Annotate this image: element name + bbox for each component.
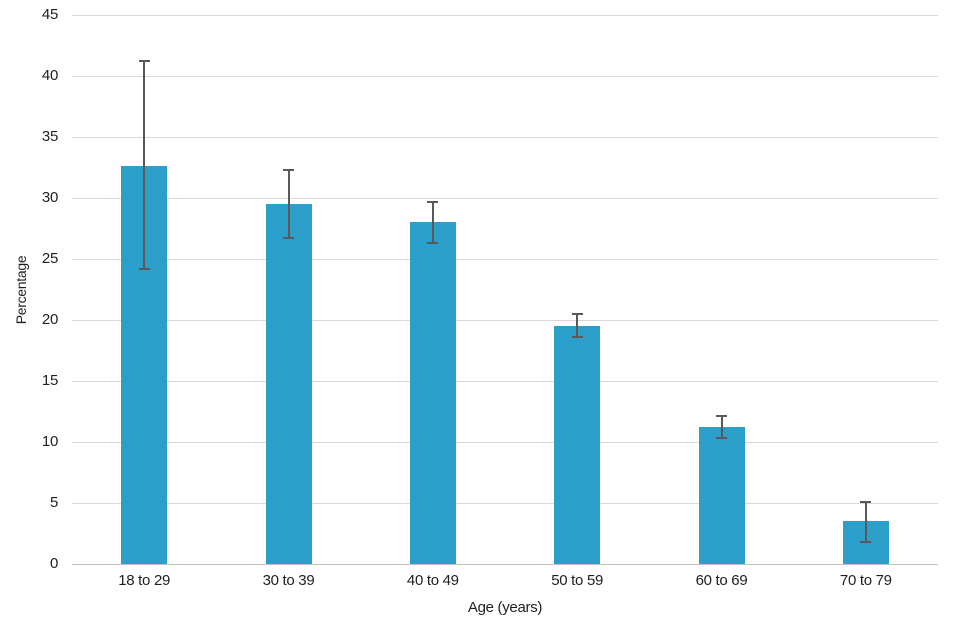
error-bar-cap <box>138 60 150 63</box>
error-bar <box>720 416 723 439</box>
x-tick-label: 70 to 79 <box>839 572 892 589</box>
y-tick-label: 30 <box>41 189 58 206</box>
gridline <box>72 14 938 16</box>
gridline <box>72 502 938 504</box>
x-tick-label: 50 to 59 <box>551 572 604 589</box>
gridline <box>72 197 938 199</box>
y-tick-label: 5 <box>49 494 58 511</box>
y-axis-title: Percentage <box>13 255 29 325</box>
error-bar-cap <box>571 312 583 315</box>
error-bar-cap <box>571 336 583 339</box>
error-bar <box>287 169 290 239</box>
error-bar-cap <box>716 415 727 418</box>
bar <box>265 204 312 564</box>
y-tick-label: 25 <box>41 250 58 267</box>
bar <box>698 427 745 564</box>
y-tick-label: 45 <box>41 6 58 23</box>
bar <box>554 326 601 564</box>
gridline <box>72 319 938 321</box>
gridline <box>72 380 938 382</box>
error-bar-cap <box>860 541 872 544</box>
error-bar-cap <box>716 437 727 440</box>
gridline <box>72 136 938 138</box>
y-tick-label: 10 <box>41 433 58 450</box>
error-bar <box>864 501 867 543</box>
error-bar-cap <box>860 500 872 503</box>
x-axis-line <box>72 563 938 565</box>
gridline <box>72 258 938 260</box>
error-bar-cap <box>283 168 294 171</box>
y-tick-label: 15 <box>41 372 58 389</box>
error-bar <box>576 313 579 338</box>
error-bar-cap <box>427 200 439 203</box>
error-bar-cap <box>283 237 294 240</box>
error-bar <box>431 201 434 244</box>
bar <box>409 222 456 564</box>
y-tick-label: 40 <box>41 67 58 84</box>
gridline <box>72 75 938 77</box>
x-tick-label: 40 to 49 <box>406 572 459 589</box>
x-tick-label: 60 to 69 <box>695 572 748 589</box>
y-tick-label: 0 <box>49 555 58 572</box>
error-bar-cap <box>427 242 439 245</box>
x-tick-label: 18 to 29 <box>118 572 171 589</box>
x-axis-title: Age (years) <box>467 599 543 616</box>
error-bar <box>143 61 146 269</box>
x-tick-label: 30 to 39 <box>262 572 315 589</box>
y-tick-label: 35 <box>41 128 58 145</box>
y-tick-label: 20 <box>41 311 58 328</box>
gridline <box>72 441 938 443</box>
error-bar-cap <box>138 267 150 270</box>
